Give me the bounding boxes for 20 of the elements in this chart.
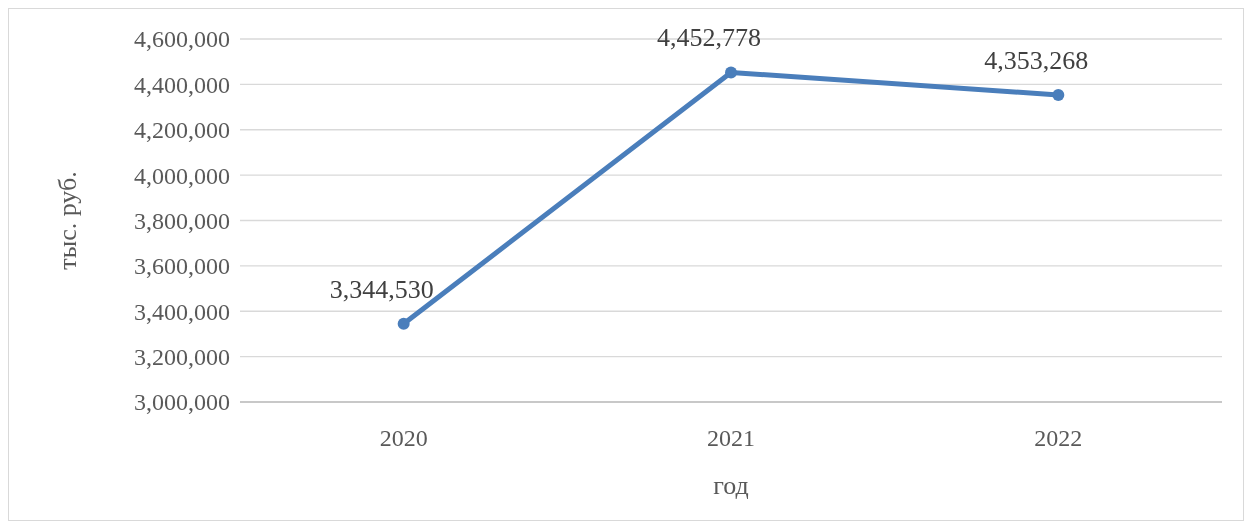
y-tick-label: 3,600,000 <box>134 253 230 280</box>
y-tick-label: 4,000,000 <box>134 162 230 189</box>
y-tick-label: 3,000,000 <box>134 389 230 416</box>
data-label: 4,452,778 <box>657 23 761 53</box>
y-axis-title: тыс. руб. <box>53 171 82 270</box>
data-label: 4,353,268 <box>984 45 1089 75</box>
y-tick-label: 3,400,000 <box>134 298 230 325</box>
data-label: 3,344,530 <box>329 274 434 304</box>
y-tick-label: 3,800,000 <box>134 207 230 234</box>
point <box>397 317 410 330</box>
x-tick-label: 2022 <box>1034 425 1083 451</box>
y-tick-label: 4,400,000 <box>134 71 230 98</box>
y-tick-label: 4,600,000 <box>134 26 230 53</box>
y-tick-label: 4,200,000 <box>134 117 230 144</box>
x-tick-label: 2021 <box>707 425 755 451</box>
y-tick-label: 3,200,000 <box>134 344 230 371</box>
x-axis-title: год <box>713 471 749 500</box>
x-tick-label: 2020 <box>379 425 428 451</box>
point <box>725 66 737 79</box>
point <box>1052 88 1065 101</box>
